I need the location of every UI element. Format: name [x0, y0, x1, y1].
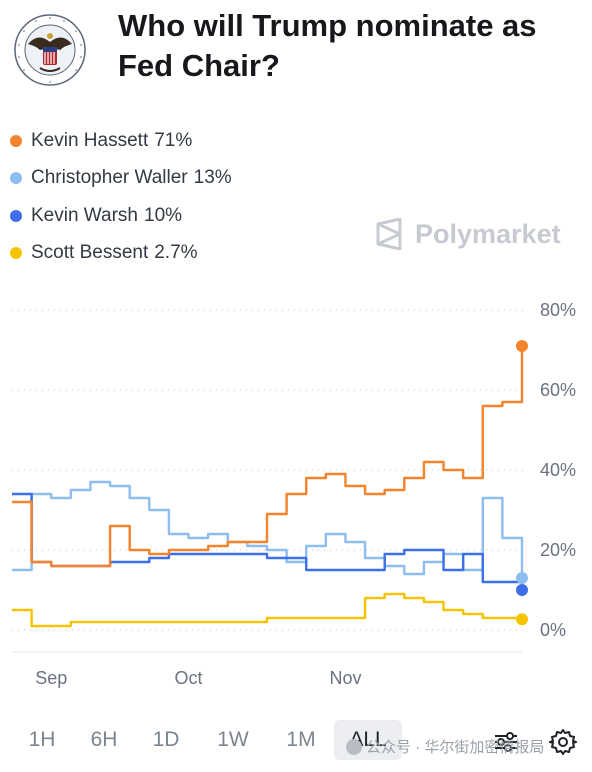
watermark-text: 公众号 · 华尔街加密情报局	[366, 739, 545, 756]
chart-grid	[12, 309, 528, 653]
polymarket-watermark: Polymarket	[374, 218, 561, 250]
series-end-dot	[516, 572, 528, 584]
x-tick-label: Oct	[175, 668, 203, 688]
timeframe-1d[interactable]: 1D	[152, 728, 180, 751]
legend-name: Kevin Hassett	[31, 129, 149, 151]
wechat-watermark: 公众号 · 华尔街加密情报局	[346, 736, 544, 757]
legend-pct: 13%	[193, 167, 232, 189]
y-tick-label: 20%	[540, 540, 576, 560]
series-end-dots	[516, 340, 528, 626]
series-line	[12, 592, 524, 628]
timeframe-1h[interactable]: 1H	[28, 728, 56, 751]
legend-pct: 10%	[144, 204, 183, 226]
legend-pct: 71%	[154, 129, 193, 151]
price-chart: 80% 60% 40% 20% 0% Sep Oct Nov	[12, 300, 576, 688]
y-tick-label: 0%	[540, 620, 566, 640]
legend-name: Kevin Warsh	[31, 204, 138, 226]
legend-item[interactable]: Scott Bessent 2.7%	[10, 235, 232, 273]
series-end-dot	[516, 340, 528, 352]
sliders-icon[interactable]	[492, 728, 520, 756]
y-tick-label: 80%	[540, 300, 576, 320]
y-tick-label: 40%	[540, 460, 576, 480]
legend-dot	[10, 247, 22, 260]
timeframe-all[interactable]: ALL	[334, 720, 402, 760]
legend-item[interactable]: Christopher Waller 13%	[10, 160, 232, 198]
x-tick-label: Nov	[329, 668, 361, 688]
legend-dot	[10, 134, 22, 147]
y-tick-label: 60%	[540, 380, 576, 400]
series-end-dot	[516, 584, 528, 596]
timeframe-6h[interactable]: 6H	[90, 728, 118, 751]
x-axis-labels: Sep Oct Nov	[35, 668, 361, 688]
page-title: Who will Trump nominate as Fed Chair?	[118, 8, 537, 83]
gear-icon[interactable]	[549, 728, 577, 756]
legend-item[interactable]: Kevin Warsh 10%	[10, 197, 232, 235]
series-lines	[12, 346, 524, 628]
timeframe-bar: 1H 6H 1D 1W 1M ALL	[0, 714, 592, 768]
legend-item[interactable]: Kevin Hassett 71%	[10, 122, 232, 160]
fed-seal-logo	[14, 14, 86, 86]
polymarket-logo-icon	[376, 218, 402, 250]
legend: Kevin Hassett 71% Christopher Waller 13%…	[10, 122, 232, 272]
legend-dot	[10, 209, 22, 222]
wechat-icon	[346, 738, 362, 755]
timeframe-1m[interactable]: 1M	[286, 728, 316, 751]
timeframe-1w[interactable]: 1W	[217, 728, 249, 751]
brand-name: Polymarket	[415, 218, 561, 249]
legend-pct: 2.7%	[154, 242, 198, 264]
series-line	[12, 346, 524, 568]
legend-name: Christopher Waller	[31, 167, 188, 189]
legend-dot	[10, 172, 22, 185]
legend-name: Scott Bessent	[31, 242, 149, 264]
y-axis-labels: 80% 60% 40% 20% 0%	[540, 300, 576, 640]
x-tick-label: Sep	[35, 668, 67, 688]
series-end-dot	[516, 613, 528, 626]
